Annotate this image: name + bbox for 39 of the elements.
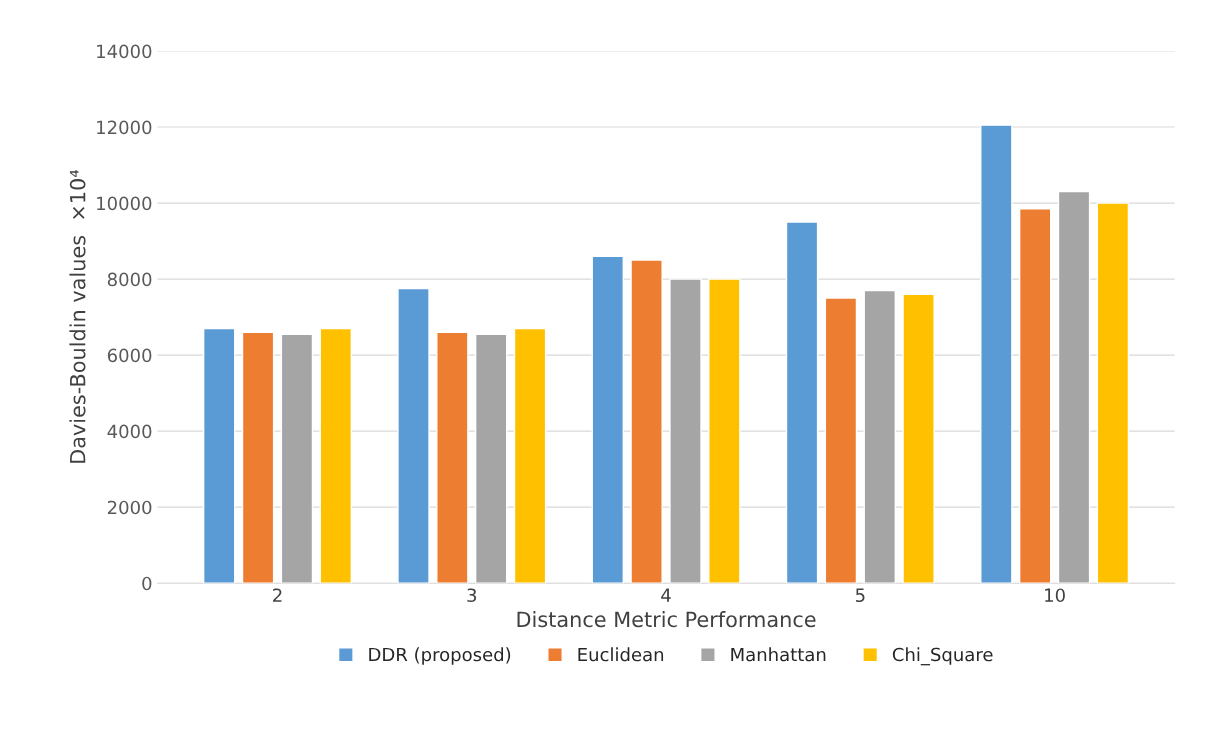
legend-label: DDR (proposed) bbox=[369, 647, 511, 665]
bar bbox=[1096, 202, 1130, 584]
y-tick-label: 8000 bbox=[107, 272, 152, 287]
legend-label: Chi_Square bbox=[892, 647, 993, 666]
bar bbox=[474, 333, 508, 584]
bar bbox=[280, 333, 314, 584]
legend-label: Euclidean bbox=[578, 647, 664, 662]
bar bbox=[513, 327, 547, 584]
legend-label: Manhattan bbox=[731, 647, 826, 662]
bar bbox=[1018, 208, 1052, 584]
y-tick-label: 12000 bbox=[97, 120, 152, 135]
y-tick-label: 6000 bbox=[107, 348, 152, 363]
bar bbox=[436, 331, 469, 584]
bar bbox=[980, 124, 1013, 584]
y-tick-label: 14000 bbox=[97, 44, 152, 59]
y-tick-label: 2000 bbox=[107, 500, 152, 515]
bar bbox=[202, 327, 236, 584]
bar bbox=[397, 287, 430, 584]
x-tick-label: 4 bbox=[661, 588, 671, 602]
y-tick-label: 0 bbox=[142, 576, 152, 591]
x-tick-label: 10 bbox=[1045, 588, 1065, 603]
bar bbox=[319, 327, 353, 584]
y-tick-label: 4000 bbox=[107, 424, 152, 439]
bar bbox=[591, 255, 625, 584]
bar bbox=[708, 278, 741, 584]
x-tick-label: 5 bbox=[855, 588, 865, 603]
bar bbox=[630, 259, 663, 584]
bar bbox=[824, 297, 858, 584]
x-tick-label: 2 bbox=[273, 588, 282, 602]
bar bbox=[863, 289, 896, 584]
x-tick-label: 3 bbox=[467, 588, 477, 603]
bar bbox=[1057, 190, 1091, 584]
y-axis-title: Davies-Bouldin values ×10⁴ bbox=[69, 170, 86, 463]
y-tick-label: 10000 bbox=[97, 196, 152, 211]
bar bbox=[669, 278, 702, 584]
bar bbox=[241, 331, 275, 584]
x-axis-title: Distance Metric Performance bbox=[517, 611, 816, 628]
bar bbox=[785, 221, 819, 584]
bar bbox=[902, 293, 935, 584]
